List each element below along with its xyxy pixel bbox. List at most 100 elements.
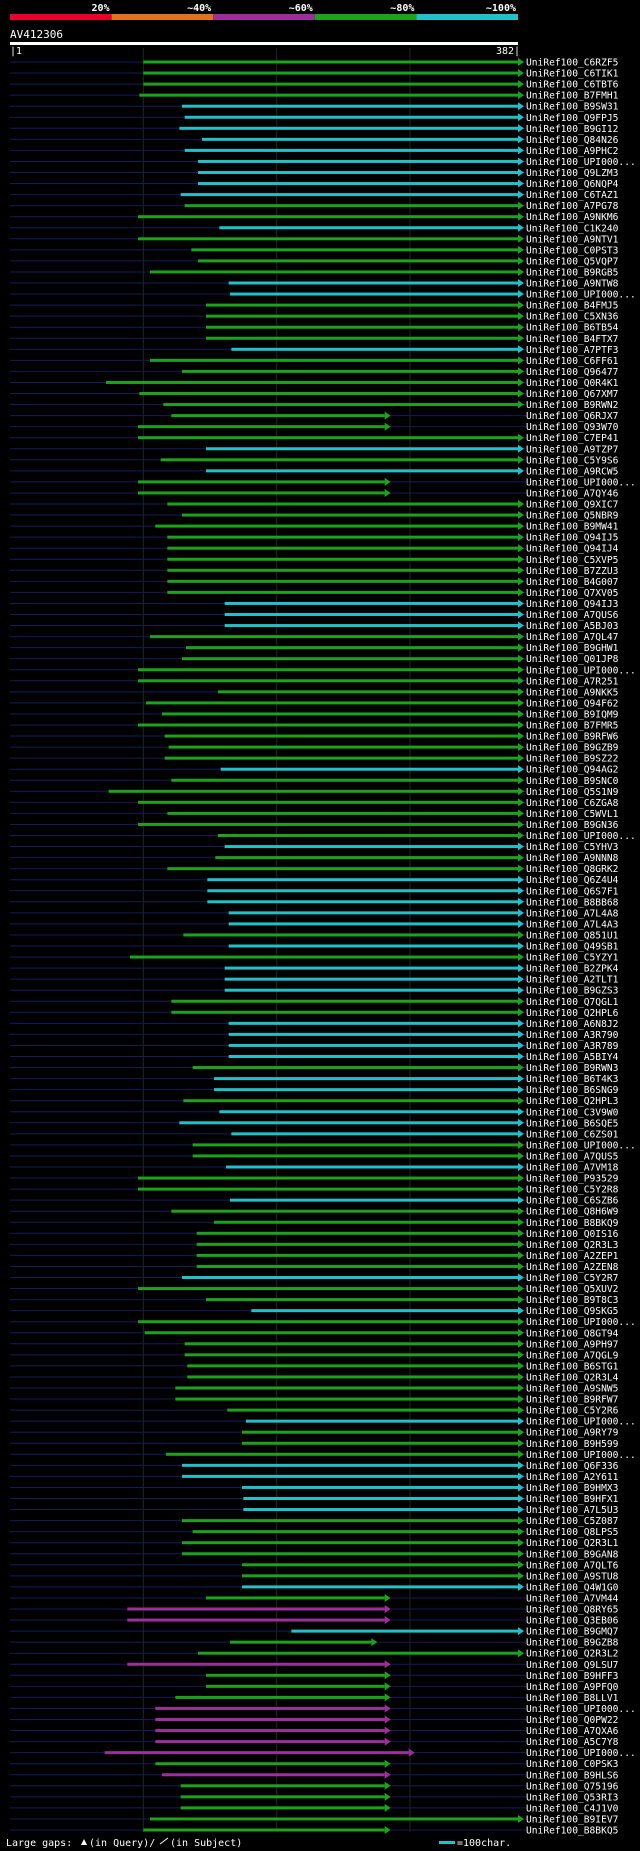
hit-arrow: [518, 389, 524, 398]
hit-arrow: [518, 135, 524, 144]
hit-label: UniRef100_Q9XIC7: [526, 500, 619, 511]
hit-arrow: [518, 1560, 524, 1569]
hit-bar: [224, 966, 518, 970]
hit-arrow: [518, 930, 524, 939]
identity-scale: 20% ~40% ~60% ~80% ~100%: [10, 3, 518, 20]
hit-bar: [214, 1220, 518, 1224]
hit-label: UniRef100_A9RY79: [526, 1428, 619, 1439]
hit-arrow: [518, 1339, 524, 1348]
hit-arrow: [518, 599, 524, 608]
hit-arrow: [518, 687, 524, 696]
hit-label: UniRef100_B6TB54: [526, 323, 619, 334]
hit-arrow: [384, 1704, 391, 1713]
hit-label: UniRef100_B9GN36: [526, 820, 619, 831]
hit-arrow: [518, 709, 524, 718]
hit-label: UniRef100_UPI000...: [526, 1140, 636, 1151]
hit-arrow: [518, 511, 524, 520]
hit-label: UniRef100_Q96477: [526, 367, 619, 378]
hit-arrow: [518, 577, 524, 586]
hit-label: UniRef100_B8BKQ5: [526, 1826, 618, 1837]
hit-label: UniRef100_Q49SB1: [526, 942, 619, 953]
hit-bar: [228, 922, 518, 926]
hit-arrow: [518, 245, 524, 254]
grid-lines: [142, 48, 411, 1832]
hit-arrow: [518, 566, 524, 575]
hit-label: UniRef100_B9IEV7: [526, 1814, 619, 1825]
hit-bar: [196, 1231, 518, 1235]
hit-bar: [230, 292, 518, 296]
hit-bar: [160, 458, 518, 462]
hit-arrow: [518, 212, 524, 221]
hit-label: UniRef100_B9RGB5: [526, 267, 618, 278]
hit-bar: [175, 1397, 519, 1401]
hit-bar: [175, 1386, 519, 1390]
hit-bar: [146, 701, 518, 705]
hit-arrow: [518, 444, 524, 453]
hit-label: UniRef100_A9PFQ0: [526, 1682, 619, 1693]
hit-bar: [207, 889, 519, 893]
hit-arrow: [518, 466, 524, 475]
hit-bar: [138, 436, 518, 440]
hit-arrow: [384, 1660, 391, 1669]
hit-bar: [242, 1485, 518, 1489]
hit-arrow: [518, 853, 524, 862]
hit-label: UniRef100_P93529: [526, 1174, 619, 1185]
hit-bar: [230, 1640, 372, 1644]
hit-label: UniRef100_UPI000...: [526, 157, 636, 168]
hit-bar: [127, 1662, 385, 1666]
hit-arrow: [518, 345, 524, 354]
hit-label: UniRef100_C4J1V0: [526, 1803, 619, 1814]
hit-label: UniRef100_B9GZB9: [526, 743, 619, 754]
hit-label: UniRef100_B2ZPK4: [526, 964, 619, 975]
hit-bar: [138, 237, 518, 241]
hit-label: UniRef100_Q5S1N9: [526, 787, 619, 798]
hit-bar: [228, 944, 518, 948]
hit-label: UniRef100_A9NKM6: [526, 212, 619, 223]
hit-arrow: [518, 787, 524, 796]
hit-bar: [206, 1673, 385, 1677]
hit-label: UniRef100_B9HFX1: [526, 1494, 619, 1505]
hit-bar: [224, 977, 518, 981]
hit-label: UniRef100_A7PTF3: [526, 345, 619, 356]
hit-arrow: [518, 953, 524, 962]
hit-bar: [228, 1043, 518, 1047]
hit-arrow: [518, 279, 524, 287]
hit-bar: [182, 657, 518, 661]
hit-bar: [127, 1618, 385, 1622]
hit-label: UniRef100_B9HLS6: [526, 1770, 619, 1781]
hit-bar: [167, 557, 519, 561]
hit-bar: [184, 148, 518, 152]
hit-label: UniRef100_C3V9W0: [526, 1107, 619, 1118]
hit-bar: [171, 999, 519, 1003]
hit-arrow: [518, 168, 524, 177]
hit-bar: [155, 1762, 385, 1766]
hit-label: UniRef100_Q8GT94: [526, 1328, 619, 1339]
hit-arrow: [518, 256, 524, 265]
hit-label: UniRef100_B9SZ22: [526, 754, 618, 765]
hit-bar: [143, 71, 519, 75]
hit-label: UniRef100_UPI000...: [526, 1704, 636, 1715]
hit-arrow: [518, 1417, 524, 1426]
hit-arrow: [518, 908, 524, 917]
hit-bar: [184, 1342, 518, 1346]
hit-arrow: [518, 698, 524, 707]
scale-label: ~80%: [390, 3, 414, 14]
hit-bar: [198, 159, 518, 163]
hit-bar: [206, 303, 518, 307]
scale-label: ~100%: [486, 3, 516, 14]
hit-bar: [184, 115, 518, 119]
hit-arrow: [518, 312, 524, 321]
hit-arrow: [518, 621, 524, 630]
hit-bar: [155, 1740, 385, 1744]
hit-label: UniRef100_A9PHC2: [526, 146, 618, 157]
hit-bar: [243, 1497, 519, 1500]
hit-arrow: [518, 1030, 524, 1039]
hit-bar: [175, 1695, 385, 1699]
hit-label: UniRef100_A2TLT1: [526, 975, 619, 986]
hit-label: UniRef100_Q5VQP7: [526, 256, 619, 267]
hit-label: UniRef100_B4G007: [526, 577, 619, 588]
hit-label: UniRef100_Q9FPJ5: [526, 113, 618, 124]
scale-legend-swatch: [439, 1841, 455, 1844]
hit-bar: [182, 1552, 518, 1556]
hit-arrow: [384, 1737, 391, 1746]
